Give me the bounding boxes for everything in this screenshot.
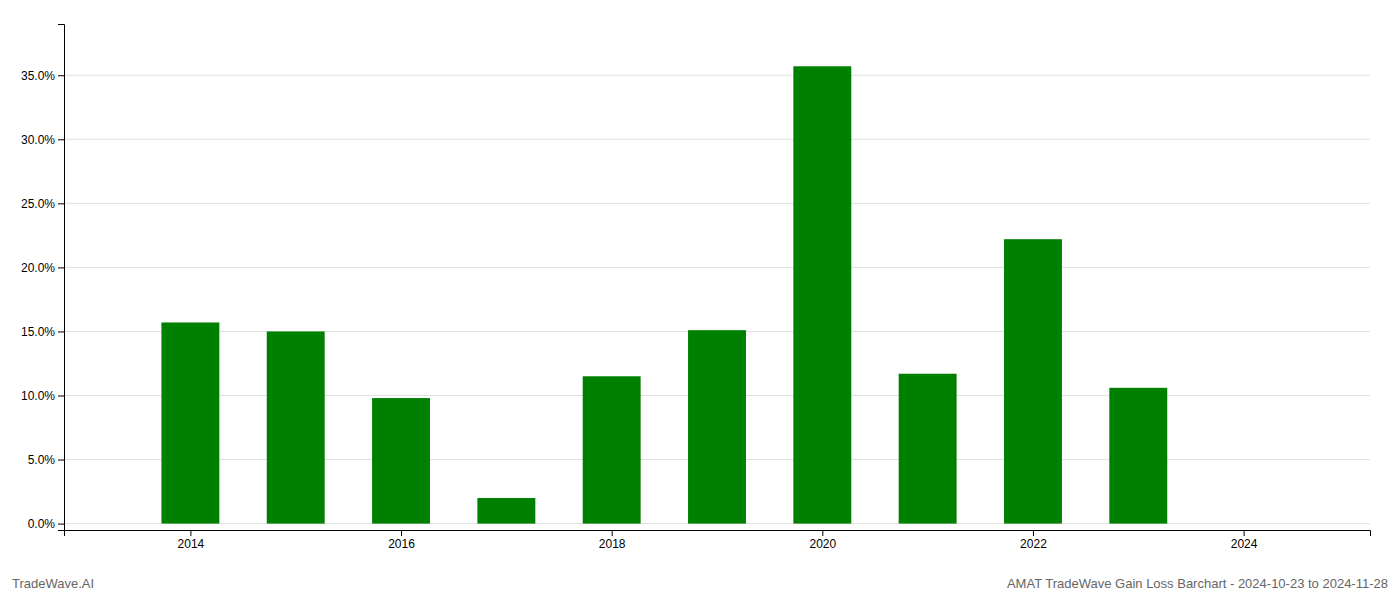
- y-tick: 35.0%: [21, 69, 64, 83]
- bar: [899, 374, 957, 524]
- y-tick-label: 0.0%: [28, 517, 56, 531]
- bar: [1215, 523, 1273, 524]
- y-tick-mark: [58, 395, 64, 396]
- bar: [793, 66, 851, 523]
- y-tick: 10.0%: [21, 389, 64, 403]
- x-tick: 2016: [388, 530, 415, 551]
- x-tick: 2022: [1020, 530, 1047, 551]
- x-tick-mark: [401, 530, 402, 536]
- y-tick-mark: [58, 460, 64, 461]
- y-tick-mark: [58, 267, 64, 268]
- grid-line: [64, 75, 1370, 76]
- x-tick-mark: [612, 530, 613, 536]
- y-tick: 15.0%: [21, 325, 64, 339]
- y-tick-mark: [58, 203, 64, 204]
- plot-area: 0.0% 5.0% 10.0% 15.0% 20.0% 25.0% 30.0% 35.0% 20…: [21, 25, 1371, 551]
- footer-text: AMAT TradeWave Gain Loss Barchart - 2024…: [1007, 576, 1388, 591]
- y-tick-mark: [58, 75, 64, 76]
- y-tick-label: 30.0%: [21, 133, 55, 147]
- bar: [267, 331, 325, 523]
- grid: [64, 75, 1370, 523]
- x-tick-label: 2018: [599, 537, 626, 551]
- grid-line: [64, 203, 1370, 204]
- y-tick: 0.0%: [28, 517, 64, 531]
- y-tick-label: 15.0%: [21, 325, 55, 339]
- x-axis-line: [65, 531, 1371, 537]
- x-tick-label: 2020: [809, 537, 836, 551]
- x-tick: 2014: [178, 530, 205, 551]
- y-tick-label: 25.0%: [21, 197, 55, 211]
- y-tick-label: 20.0%: [21, 261, 55, 275]
- x-axis: 2014 2016 2018 2020 2022 2024: [65, 530, 1371, 551]
- x-tick-mark: [822, 530, 823, 536]
- y-tick: 25.0%: [21, 197, 64, 211]
- x-tick-label: 2024: [1231, 537, 1258, 551]
- bar: [477, 498, 535, 524]
- y-tick-mark: [58, 331, 64, 332]
- x-tick-label: 2022: [1020, 537, 1047, 551]
- y-tick: 20.0%: [21, 261, 64, 275]
- x-tick: 2020: [809, 530, 836, 551]
- x-tick: 2018: [599, 530, 626, 551]
- y-axis-line: [58, 25, 65, 531]
- y-tick: 5.0%: [28, 453, 64, 467]
- bar: [583, 376, 641, 523]
- y-axis: 0.0% 5.0% 10.0% 15.0% 20.0% 25.0% 30.0% 35.0%: [21, 25, 65, 531]
- x-tick: 2024: [1231, 530, 1258, 551]
- y-tick-mark: [58, 139, 64, 140]
- x-tick-label: 2014: [178, 537, 205, 551]
- y-tick-label: 10.0%: [21, 389, 55, 403]
- footer-text: TradeWave.AI: [12, 576, 94, 591]
- bar: [1004, 239, 1062, 523]
- x-tick-mark: [1244, 530, 1245, 536]
- bar: [688, 330, 746, 523]
- y-tick-label: 5.0%: [28, 453, 56, 467]
- y-tick-mark: [58, 524, 64, 525]
- y-tick-label: 35.0%: [21, 69, 55, 83]
- x-tick-mark: [1033, 530, 1034, 536]
- x-tick-label: 2016: [388, 537, 415, 551]
- grid-line: [64, 267, 1370, 268]
- grid-line: [64, 139, 1370, 140]
- bars: [161, 66, 1167, 523]
- y-tick: 30.0%: [21, 133, 64, 147]
- bar: [1109, 388, 1167, 524]
- x-tick-mark: [190, 530, 191, 536]
- bar: [161, 322, 219, 523]
- bar: [372, 398, 430, 524]
- chart-root: 0.0% 5.0% 10.0% 15.0% 20.0% 25.0% 30.0% 35.0% 20…: [0, 0, 1400, 600]
